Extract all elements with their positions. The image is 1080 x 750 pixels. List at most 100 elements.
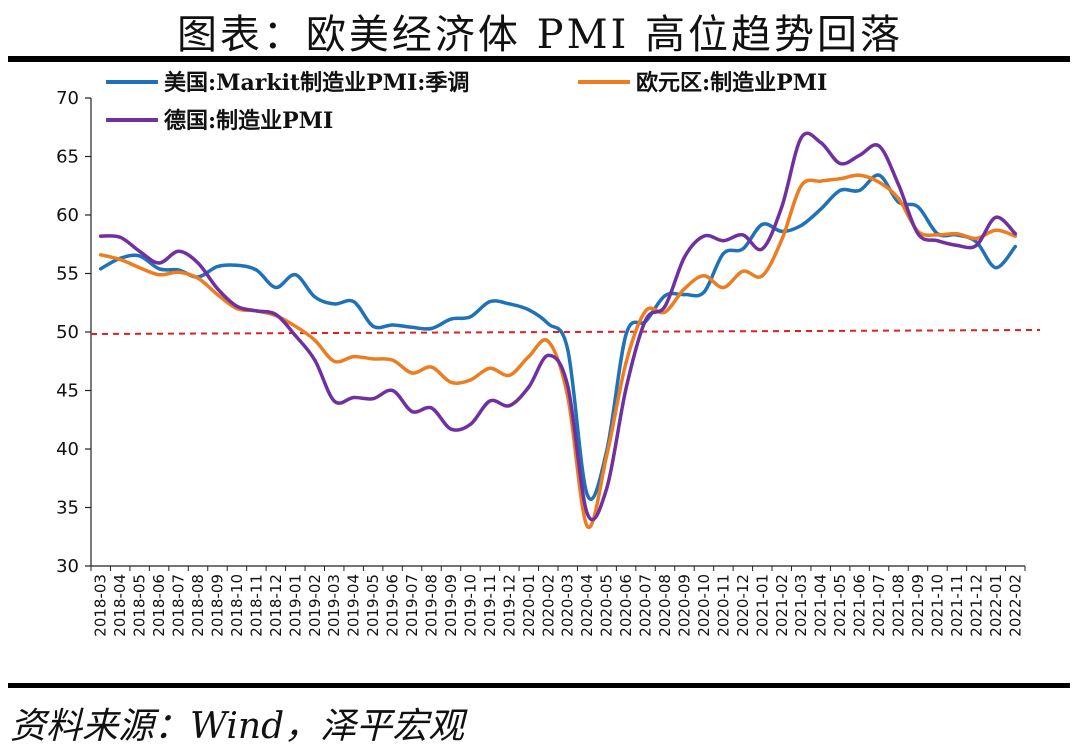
x-tick-label: 2021-09: [909, 574, 927, 637]
data-point: [741, 233, 745, 237]
data-point: [429, 365, 434, 369]
data-point: [838, 161, 842, 166]
data-point: [780, 229, 784, 233]
x-tick-label: 2020-06: [617, 574, 635, 637]
x-tick-label: 2020-09: [675, 574, 693, 637]
data-point: [663, 304, 667, 308]
legend-item-us: 美国:Markit制造业PMI:季调: [106, 70, 469, 96]
series-layer: [98, 131, 1018, 530]
data-point: [819, 140, 823, 145]
data-point: [235, 263, 239, 267]
data-point: [838, 177, 842, 181]
y-tick-label: 70: [56, 88, 79, 109]
data-point: [468, 378, 472, 382]
data-point: [1013, 234, 1017, 238]
data-point: [546, 353, 550, 357]
y-tick-label: 50: [56, 322, 79, 343]
x-tick-label: 2018-12: [267, 574, 285, 637]
data-point: [138, 266, 142, 270]
data-point: [702, 290, 706, 294]
x-axis: 2018-03 2018-04 2018-05 2018-06 2018-07 2018-…: [90, 565, 1026, 637]
data-point: [118, 257, 122, 262]
data-point: [585, 493, 589, 497]
data-point: [799, 136, 803, 140]
data-point: [858, 153, 862, 157]
data-point: [760, 247, 764, 251]
data-point: [858, 173, 862, 177]
data-point: [371, 324, 375, 328]
data-point: [215, 264, 220, 269]
data-point: [177, 249, 181, 253]
data-point: [391, 323, 395, 327]
data-point: [702, 274, 706, 278]
data-point: [215, 287, 220, 291]
x-tick-label: 2019-01: [286, 574, 304, 637]
data-point: [624, 360, 628, 364]
data-point: [663, 294, 667, 298]
data-point: [468, 422, 472, 426]
data-point: [449, 380, 453, 384]
data-point: [157, 267, 161, 271]
data-point: [644, 318, 648, 322]
data-point: [605, 454, 609, 458]
data-point: [429, 406, 434, 410]
data-point: [429, 326, 434, 331]
x-tick-label: 2022-01: [987, 574, 1005, 637]
data-point: [332, 399, 336, 403]
data-point: [566, 347, 570, 352]
x-tick-label: 2018-03: [92, 574, 110, 637]
series-line-eu: [98, 173, 1018, 530]
data-point: [585, 511, 589, 515]
x-tick-label: 2021-06: [851, 574, 869, 637]
x-tick-label: 2021-05: [831, 574, 849, 637]
x-tick-label: 2021-08: [890, 574, 908, 637]
data-point: [196, 261, 200, 265]
data-point: [877, 144, 881, 148]
legend-label-de: 德国:制造业PMI: [164, 108, 333, 134]
x-tick-label: 2020-07: [637, 574, 655, 637]
data-point: [799, 223, 803, 228]
x-tick-label: 2021-12: [967, 574, 985, 637]
y-tick-label: 30: [56, 556, 79, 577]
data-point: [741, 269, 745, 273]
legend-item-de: 德国:制造业PMI: [106, 108, 333, 134]
data-point: [1013, 245, 1017, 249]
data-point: [877, 180, 881, 184]
data-point: [838, 188, 842, 192]
x-tick-label: 2019-07: [403, 574, 421, 637]
y-tick-label: 60: [56, 205, 79, 226]
data-point: [488, 366, 492, 370]
data-point: [741, 247, 745, 251]
data-point: [935, 239, 940, 243]
data-point: [780, 238, 784, 242]
x-tick-label: 2021-04: [812, 574, 830, 637]
data-point: [974, 243, 979, 247]
x-tick-label: 2018-05: [131, 574, 149, 637]
data-point: [780, 205, 784, 209]
data-point: [858, 188, 862, 192]
x-tick-label: 2020-04: [578, 574, 596, 637]
data-point: [721, 252, 726, 256]
x-tick-label: 2019-03: [325, 574, 343, 637]
data-point: [254, 309, 258, 313]
data-point: [760, 222, 764, 226]
legend-label-us: 美国:Markit制造业PMI:季调: [164, 70, 469, 96]
data-point: [274, 285, 278, 290]
data-point: [624, 332, 628, 336]
series-us: [98, 173, 1018, 501]
x-tick-label: 2019-06: [384, 574, 402, 637]
data-point: [721, 239, 726, 243]
x-tick-label: 2018-04: [111, 574, 129, 637]
series-de: [98, 131, 1018, 522]
data-point: [313, 358, 317, 362]
data-point: [916, 205, 920, 209]
pmi-line-chart: 30 35 40 45 50 55 60 65 70 2018-03 2018-04 2018-05…: [56, 70, 1041, 637]
x-tick-label: 2018-08: [189, 574, 207, 637]
x-tick-label: 2020-10: [695, 574, 713, 637]
data-point: [293, 273, 297, 277]
bottom-divider: [8, 683, 1070, 688]
data-point: [507, 302, 511, 306]
data-point: [332, 359, 336, 363]
data-point: [760, 274, 764, 278]
x-tick-label: 2020-02: [539, 574, 557, 637]
